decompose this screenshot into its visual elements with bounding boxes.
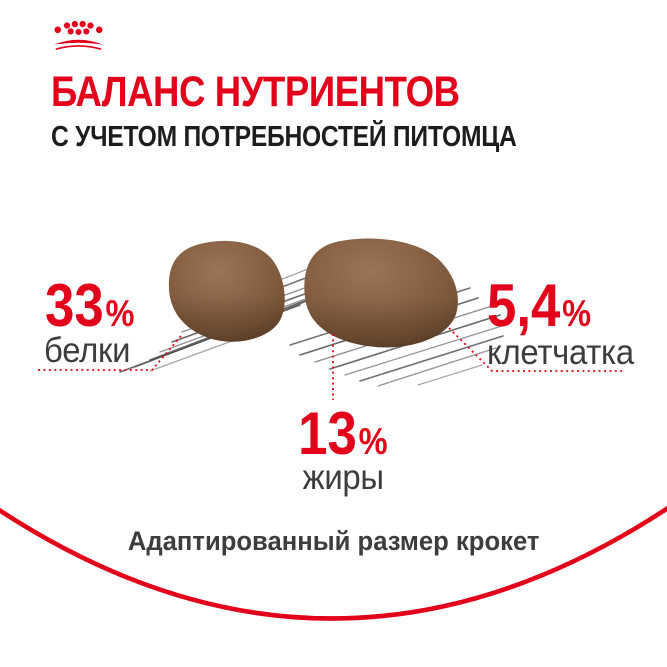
fat-unit: %	[358, 421, 388, 462]
bottom-arc	[0, 505, 667, 621]
kibble-left	[168, 240, 285, 342]
fiber-stat: 5,4%	[487, 276, 605, 336]
page-title-text: БАЛАНС НУТРИЕНТОВ	[51, 68, 460, 116]
protein-stat: 33%	[45, 276, 147, 336]
protein-value: 33	[45, 272, 104, 339]
caption-text: Адаптированный размер крокет	[127, 526, 540, 556]
crown-icon	[54, 20, 103, 50]
page-subtitle-text: С УЧЕТОМ ПОТРЕБНОСТЕЙ ПИТОМЦА	[51, 121, 517, 153]
fiber-label: клетчатка	[487, 333, 634, 372]
fat-stat: 13%	[243, 404, 443, 464]
fat-label: жиры	[302, 458, 384, 497]
fiber-value: 5,4	[487, 272, 561, 339]
kibble-right	[304, 238, 458, 348]
fat-value: 13	[298, 400, 358, 467]
caption: Адаптированный размер крокет	[0, 528, 667, 555]
fat-label-wrap: жиры	[243, 460, 443, 495]
protein-label: белки	[44, 331, 131, 370]
page-subtitle: С УЧЕТОМ ПОТРЕБНОСТЕЙ ПИТОМЦА	[51, 123, 599, 152]
fiber-unit: %	[562, 293, 592, 334]
protein-unit: %	[105, 293, 135, 334]
fiber-label-wrap: клетчатка	[487, 335, 643, 370]
hatch-lines-left	[119, 261, 339, 373]
hatch-lines-right	[289, 287, 506, 387]
protein-label-wrap: белки	[44, 333, 136, 368]
page-title: БАЛАНС НУТРИЕНТОВ	[51, 71, 532, 114]
